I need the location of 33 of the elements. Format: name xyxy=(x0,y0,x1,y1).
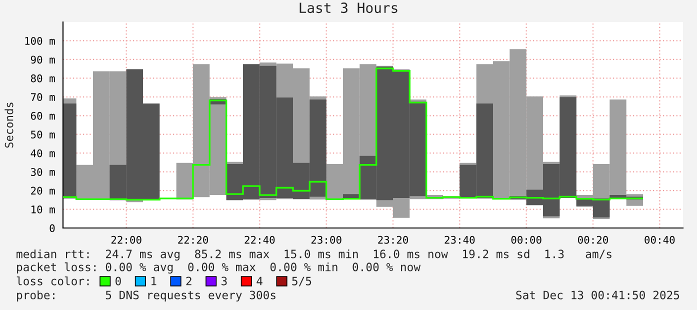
x-tick-label: 23:00 xyxy=(311,236,342,244)
legend-label: 0 xyxy=(116,276,121,286)
y-tick-label: 30 m xyxy=(30,168,55,176)
y-axis-title: Seconds xyxy=(4,102,14,148)
x-tick-label: 00:00 xyxy=(511,236,542,244)
legend-label: 1 xyxy=(152,276,156,286)
legend-label: 5/5 xyxy=(292,276,312,286)
y-tick-label: 0 xyxy=(50,224,55,232)
y-tick-label: 20 m xyxy=(31,186,55,195)
x-tick-label: 22:00 xyxy=(111,236,142,244)
text: median rtt: 24.7 ms avg 85.2 ms max 15.0 ms min 16.0 ms now 19.2 ms sd 1.3 am/s xyxy=(16,249,612,261)
y-tick-label: 40 m xyxy=(30,149,55,158)
y-tick-label: 10 m xyxy=(32,206,55,214)
x-tick-label: 23:20 xyxy=(378,236,408,244)
y-tick-label: 90 m xyxy=(30,56,55,64)
x-tick-label: 23:40 xyxy=(444,236,475,244)
legend-label: 4 xyxy=(256,276,262,286)
chart-title: Last 3 Hours xyxy=(300,2,398,14)
legend-label: 3 xyxy=(222,276,227,286)
x-tick-label: 00:20 xyxy=(578,236,608,244)
text: Sat Dec 13 00:41:50 2025 xyxy=(516,290,680,300)
text: probe: 5 DNS requests every 300s xyxy=(17,290,276,302)
text: packet loss: 0.00 % avg 0.00 % max 0.00 % min 0.00 % now xyxy=(17,262,421,274)
legend-title: loss color: xyxy=(16,276,89,286)
y-tick-label: 60 m xyxy=(30,112,55,120)
y-tick-label: 70 m xyxy=(30,93,55,102)
legend-label: 2 xyxy=(186,276,192,286)
x-tick-label: 22:40 xyxy=(244,236,275,244)
x-tick-label: 22:20 xyxy=(178,236,208,244)
y-tick-label: 50 m xyxy=(31,130,55,138)
y-tick-label: 100 m xyxy=(25,36,55,45)
y-tick-label: 80 m xyxy=(30,74,55,82)
x-tick-label: 00:40 xyxy=(644,236,675,244)
